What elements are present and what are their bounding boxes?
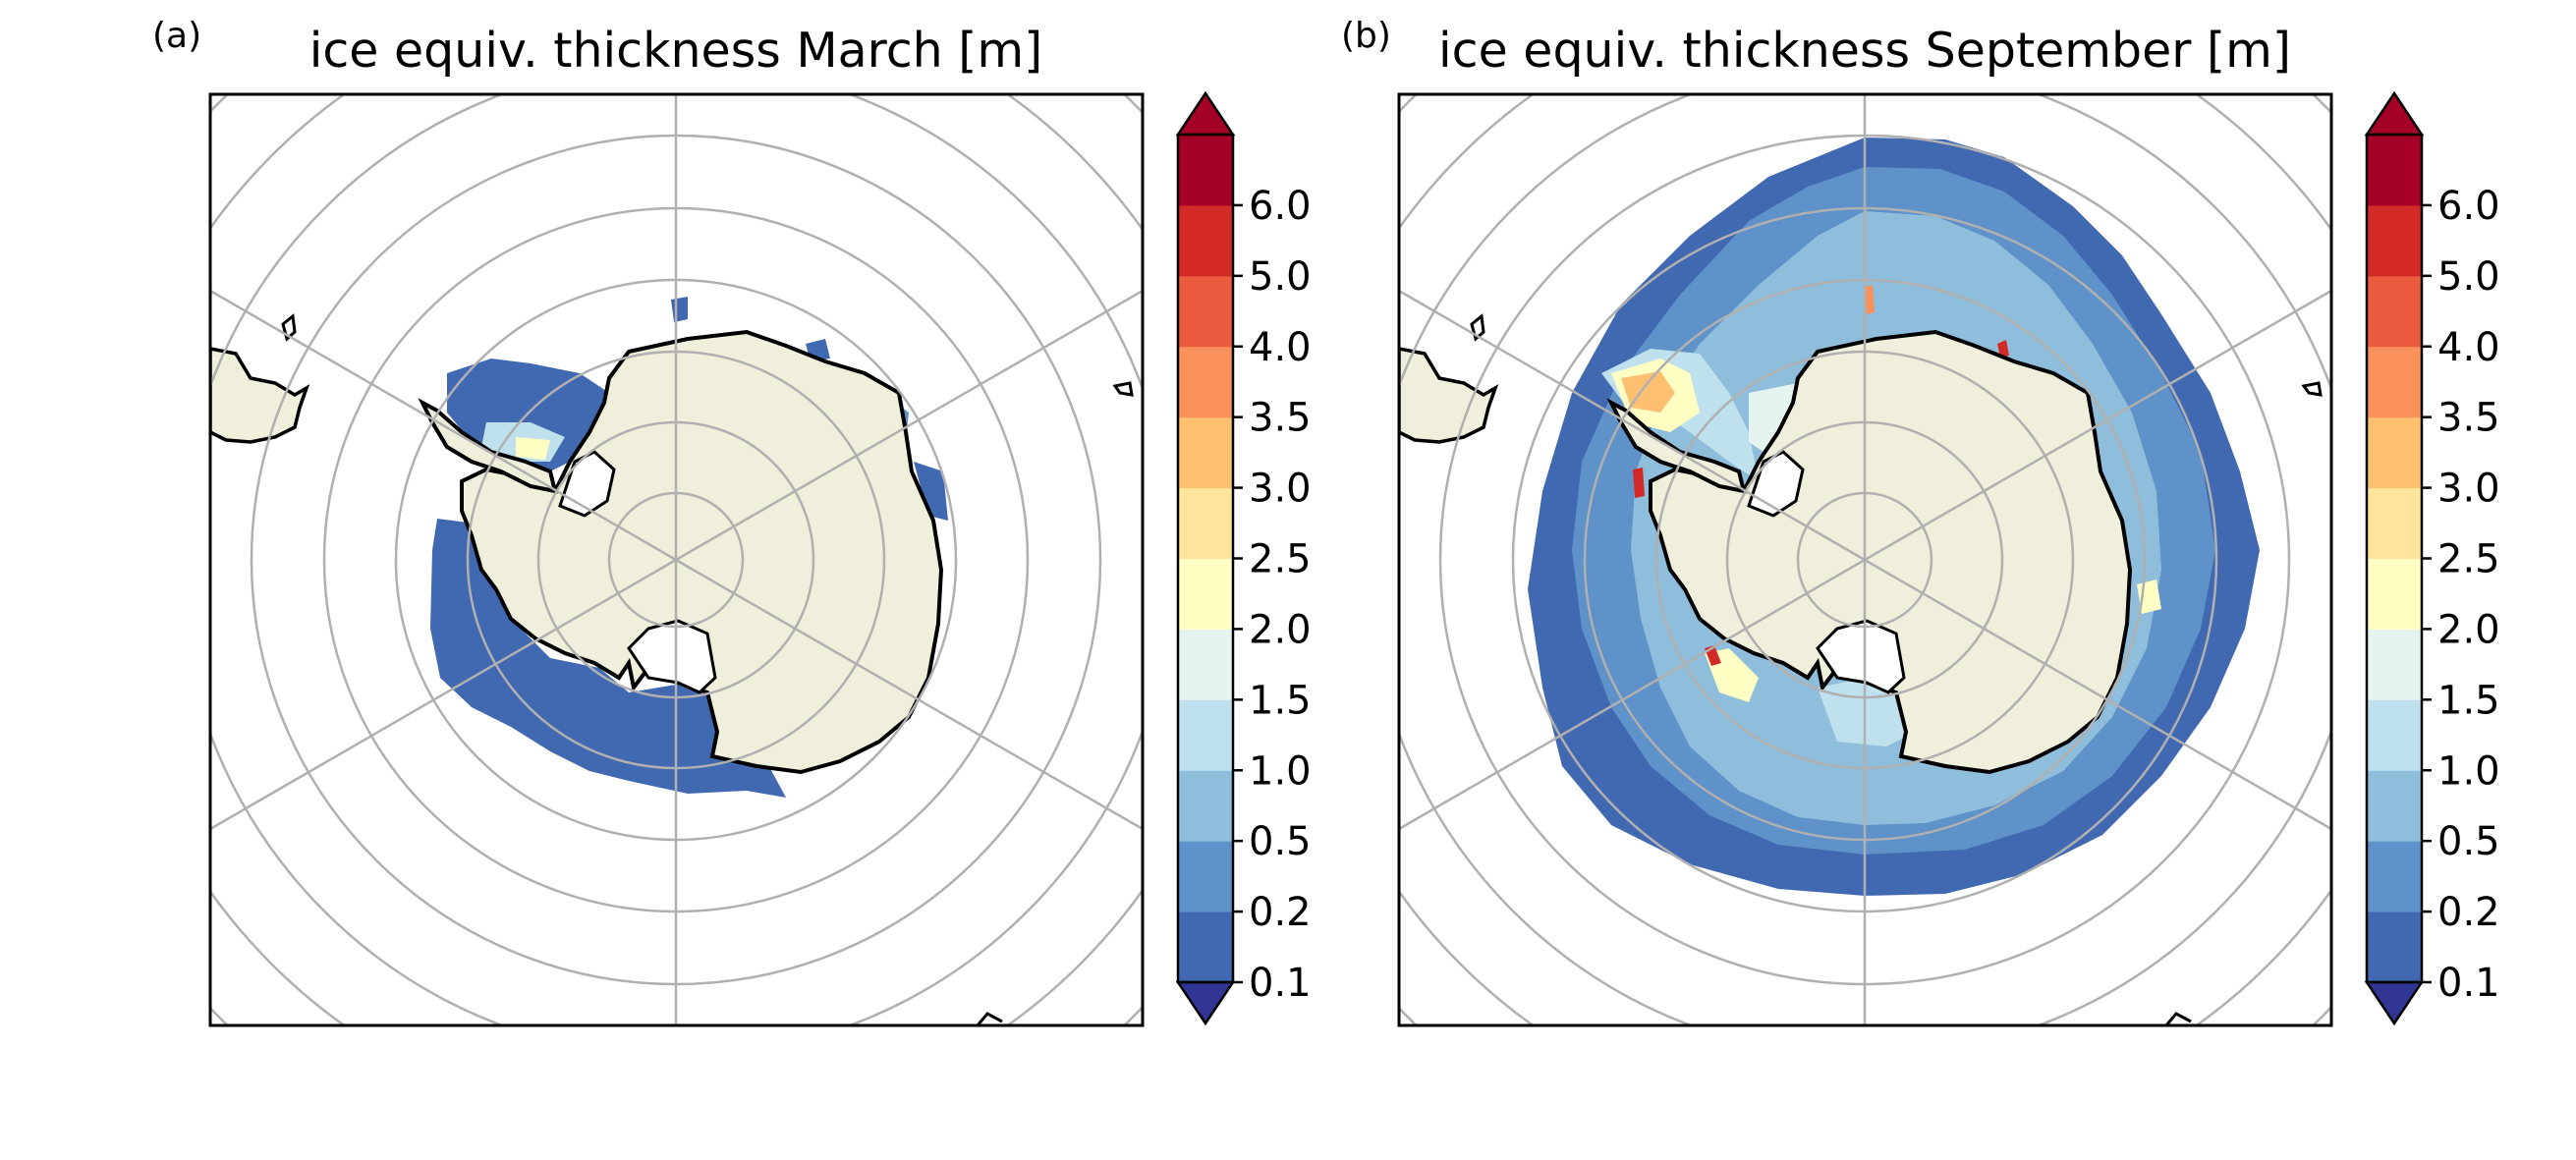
- colorbar-b-segment: [2367, 416, 2422, 489]
- colorbar-b-segment: [2367, 346, 2422, 418]
- colorbar-b-tick-label: 4.0: [2437, 325, 2500, 370]
- colorbar-b-tick-label: 3.5: [2437, 396, 2500, 441]
- antarctic-peninsula-b: [1606, 398, 1747, 494]
- south-america-a: [210, 347, 310, 444]
- panel-a-gridlines: [210, 94, 1143, 1025]
- colorbar-b-segment: [2367, 911, 2422, 983]
- ross-ice-shelf-b: [1816, 619, 1906, 694]
- panel-a-corner-coast: [976, 1012, 1003, 1026]
- colorbar-b-segment: [2367, 558, 2422, 630]
- antarctic-peninsula-a: [418, 398, 558, 494]
- panel-a: (a) ice equiv. thickness March [m]: [152, 16, 1145, 1027]
- colorbar-a-tick-label: 4.0: [1249, 325, 1312, 370]
- colorbar-a-tick-label: 3.0: [1249, 467, 1312, 512]
- colorbar-a-over-triangle: [1175, 90, 1236, 137]
- colorbar-a-segment: [1178, 416, 1233, 489]
- colorbar-a-segment: [1178, 911, 1233, 983]
- colorbar-b-segment: [2367, 629, 2422, 700]
- colorbar-a-tick-label: 1.0: [1249, 748, 1312, 794]
- ross-ice-shelf-a: [627, 619, 717, 694]
- colorbar-a-tick-label: 2.0: [1249, 607, 1312, 652]
- colorbar-b-segment: [2367, 770, 2422, 842]
- colorbar-b-segment: [2367, 135, 2422, 206]
- colorbar-a-segment: [1178, 558, 1233, 630]
- colorbar-a-tick-label: 2.5: [1249, 537, 1312, 582]
- panel-b: (b) ice equiv. thickness September [m]: [1341, 16, 2333, 1027]
- colorbar-a-segment: [1178, 135, 1233, 206]
- colorbar-a-under-triangle: [1175, 980, 1236, 1026]
- colorbar-a-segment: [1178, 841, 1233, 912]
- sea-ice-sept-top-orange: [1865, 285, 1875, 314]
- panel-b-gridlines: [1399, 94, 2331, 1025]
- colorbar-a-tick-label: 1.5: [1249, 678, 1312, 723]
- colorbar-b-segment: [2367, 275, 2422, 348]
- colorbar-a-tick-label: 0.2: [1249, 890, 1312, 935]
- panel-b-map: [1399, 94, 2331, 1025]
- colorbar-b-over-triangle: [2364, 90, 2425, 137]
- panel-a-frame: [208, 92, 1145, 1027]
- colorbar-b-tick-label: 2.5: [2437, 537, 2500, 582]
- colorbar-b-segment: [2367, 204, 2422, 277]
- colorbar-b-tick-label: 0.2: [2437, 890, 2500, 935]
- panel-a-title: ice equiv. thickness March [m]: [309, 23, 1042, 79]
- colorbar-b-tick-label: 1.5: [2437, 678, 2500, 723]
- colorbar-a-segment: [1178, 699, 1233, 771]
- sea-ice-march-spot: [671, 297, 688, 322]
- colorbar-a-segment: [1178, 487, 1233, 559]
- panel-b-title: ice equiv. thickness September [m]: [1438, 23, 2291, 79]
- sea-ice-sept-top-red: [1997, 340, 2009, 358]
- colorbar-a-segment: [1178, 346, 1233, 418]
- panel-b-corner-coast: [2164, 1012, 2192, 1026]
- colorbar-a-tick-label: 5.0: [1249, 254, 1312, 300]
- colorbar-b-tick-label: 2.0: [2437, 607, 2500, 652]
- south-georgia-b: [2301, 381, 2323, 397]
- colorbar-a-tick-label: 3.5: [1249, 396, 1312, 441]
- colorbar-b-tick-label: 1.0: [2437, 748, 2500, 794]
- panel-b-frame: [1397, 92, 2333, 1027]
- panel-a-map: [210, 94, 1143, 1025]
- south-georgia-a: [1112, 381, 1134, 397]
- sea-ice-march-main: [430, 519, 786, 798]
- colorbar-a-tick-label: 0.5: [1249, 819, 1312, 864]
- colorbar-a-segment: [1178, 204, 1233, 277]
- colorbar-b-tick-label: 6.0: [2437, 184, 2500, 229]
- sea-ice-march-weddell-thick: [516, 437, 550, 460]
- colorbar-b-tick-label: 0.1: [2437, 961, 2500, 1006]
- sea-ice-sept-peninsula-red: [1633, 468, 1645, 498]
- colorbar-b-segment: [2367, 487, 2422, 559]
- colorbar-b-tick-label: 5.0: [2437, 254, 2500, 300]
- colorbar-b-tick-label: 0.5: [2437, 819, 2500, 864]
- colorbar-a-segment: [1178, 629, 1233, 700]
- colorbar-a-segment: [1178, 770, 1233, 842]
- colorbar-a: 0.1 0.2 0.5 1.0 1.5 2.0 2.5 3.0 3.5 4.0 5.0 6.0: [1175, 90, 1312, 1026]
- south-america-b: [1399, 347, 1499, 444]
- colorbar-b: 0.1 0.2 0.5 1.0 1.5 2.0 2.5 3.0 3.5 4.0 5.0 6.0: [2364, 90, 2500, 1026]
- colorbar-b-under-triangle: [2364, 980, 2425, 1026]
- colorbar-b-segment: [2367, 841, 2422, 912]
- colorbar-a-tick-label: 0.1: [1249, 961, 1312, 1006]
- colorbar-a-segment: [1178, 275, 1233, 348]
- colorbar-a-tick-label: 6.0: [1249, 184, 1312, 229]
- panel-b-label: (b): [1341, 16, 1391, 56]
- sea-ice-march-east: [914, 462, 948, 521]
- panel-a-sea-ice: [430, 297, 948, 798]
- colorbar-b-segment: [2367, 699, 2422, 771]
- colorbar-b-tick-label: 3.0: [2437, 467, 2500, 512]
- panel-a-label: (a): [152, 16, 201, 56]
